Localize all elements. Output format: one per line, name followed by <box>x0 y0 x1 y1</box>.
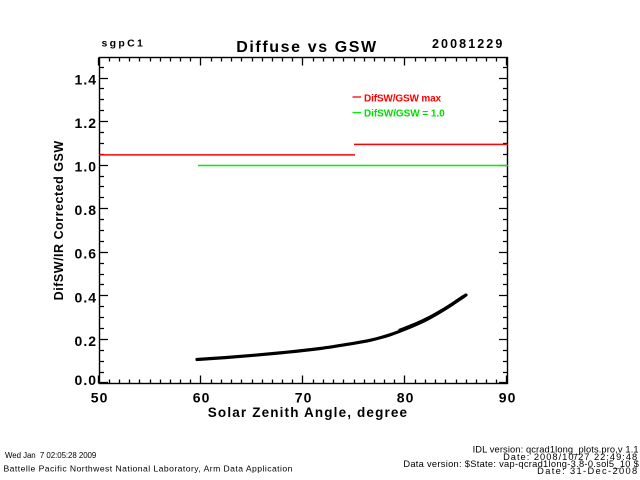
svg-text:Solar Zenith Angle, degree: Solar Zenith Angle, degree <box>208 405 408 420</box>
svg-text:1.2: 1.2 <box>75 115 97 131</box>
svg-text:20081229: 20081229 <box>432 37 504 51</box>
svg-text:Battelle Pacific Northwest Nat: Battelle Pacific Northwest National Labo… <box>4 463 293 473</box>
svg-text:DifSW/GSW max: DifSW/GSW max <box>364 94 442 105</box>
svg-text:DifSW/IR Corrected GSW: DifSW/IR Corrected GSW <box>52 140 66 300</box>
svg-text:60: 60 <box>193 389 211 405</box>
svg-text:1.0: 1.0 <box>75 159 97 175</box>
svg-text:Diffuse vs GSW: Diffuse vs GSW <box>236 39 378 56</box>
svg-text:Date: 31-Dec-2008: Date: 31-Dec-2008 <box>537 466 638 476</box>
svg-text:0.4: 0.4 <box>75 289 97 305</box>
svg-text:70: 70 <box>295 389 313 405</box>
svg-text:80: 80 <box>397 389 415 405</box>
svg-text:Wed Jan 7 02:05:28 2009: Wed Jan 7 02:05:28 2009 <box>5 451 97 460</box>
svg-text:Date: 2008/10/27 22:49:48: Date: 2008/10/27 22:49:48 <box>503 452 638 462</box>
svg-text:Data version: $State: vap-qcra: Data version: $State: vap-qcrad1long-3.8… <box>403 459 639 469</box>
svg-text:90: 90 <box>499 389 517 405</box>
svg-text:DifSW/GSW = 1.0: DifSW/GSW = 1.0 <box>364 108 445 119</box>
svg-text:IDL version: qcrad1long_plots.: IDL version: qcrad1long_plots.pro,v 1.1 <box>473 445 639 455</box>
svg-text:50: 50 <box>91 389 109 405</box>
svg-text:0.0: 0.0 <box>75 372 97 388</box>
svg-text:0.6: 0.6 <box>75 246 97 262</box>
svg-text:0.2: 0.2 <box>75 333 97 349</box>
svg-text:sgpC1: sgpC1 <box>102 38 146 50</box>
svg-text:1.4: 1.4 <box>75 72 97 88</box>
svg-text:0.8: 0.8 <box>75 202 97 218</box>
